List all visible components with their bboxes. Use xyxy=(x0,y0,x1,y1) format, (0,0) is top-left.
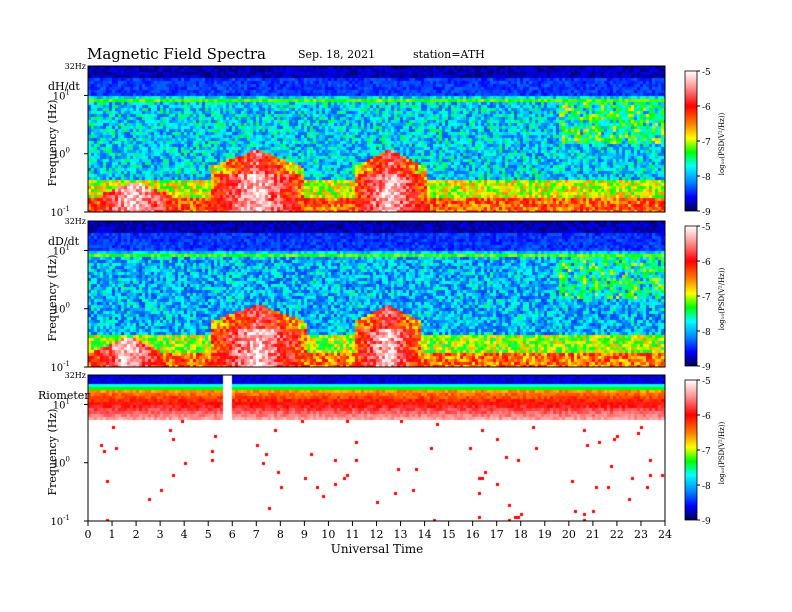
spectrogram-panel-2: 101 100 10-1 32Hz Frequency (Hz) dD/dt -5 -6 -7 -… xyxy=(46,217,726,374)
y-tick-label: 100 xyxy=(53,456,70,470)
colorbar-tick-label: -5 xyxy=(702,223,711,233)
colorbar-tick-label: -8 xyxy=(702,173,711,183)
colorbar-tick-label: -8 xyxy=(702,482,711,492)
y-tick-label: 101 xyxy=(53,88,70,102)
x-tick-label: 9 xyxy=(301,528,308,541)
colorbar-tick-label: -7 xyxy=(702,447,711,457)
x-tick-label: 0 xyxy=(85,528,92,541)
plot-frame xyxy=(87,220,666,368)
x-tick-label: 16 xyxy=(466,528,480,541)
y-tick-label: 100 xyxy=(53,147,70,161)
colorbar xyxy=(684,379,698,521)
figure-title: Magnetic Field Spectra xyxy=(87,45,266,63)
x-tick-label: 11 xyxy=(345,528,359,541)
x-tick-label: 10 xyxy=(321,528,335,541)
x-tick-label: 6 xyxy=(229,528,236,541)
date-label: Sep. 18, 2021 xyxy=(298,48,375,61)
colorbar-label: log₁₀(PSD(V²/Hz)) xyxy=(718,421,726,484)
x-tick-label: 23 xyxy=(634,528,648,541)
colorbar-tick-label: -5 xyxy=(702,68,711,78)
colorbar-tick-label: -7 xyxy=(702,293,711,303)
colorbar xyxy=(684,225,698,367)
colorbar-tick-label: -6 xyxy=(702,103,711,113)
y-tick-label: 100 xyxy=(53,302,70,316)
y-tick-label: 10-1 xyxy=(50,205,70,219)
y-tick-label: 101 xyxy=(53,243,70,257)
y-top-label: 32Hz xyxy=(65,62,86,71)
panel-label: dD/dt xyxy=(48,235,80,248)
spectrogram-panel-3: 101 100 10-1 32Hz Frequency (Hz) Riometer -5 -6… xyxy=(38,371,726,528)
x-tick-label: 17 xyxy=(490,528,504,541)
x-tick-label: 15 xyxy=(442,528,456,541)
y-axis-label: Frequency (Hz) xyxy=(46,100,59,187)
x-tick-label: 13 xyxy=(394,528,408,541)
station-label: station=ATH xyxy=(413,48,485,61)
y-tick-label: 10-1 xyxy=(50,514,70,528)
plot-frame xyxy=(87,65,666,213)
colorbar-tick-label: -5 xyxy=(702,377,711,387)
x-tick-label: 22 xyxy=(610,528,624,541)
x-tick-label: 3 xyxy=(157,528,164,541)
x-tick-label: 19 xyxy=(538,528,552,541)
colorbar-tick-label: -6 xyxy=(702,258,711,268)
spectrogram-image xyxy=(88,375,665,521)
x-tick-label: 5 xyxy=(205,528,212,541)
spectrogram-panel-1: 101 100 10-1 32Hz Frequency (Hz) dH/dt -5 -6 -7 -… xyxy=(46,62,726,219)
x-tick-label: 8 xyxy=(277,528,284,541)
x-tick-label: 21 xyxy=(586,528,600,541)
x-tick-label: 7 xyxy=(253,528,260,541)
x-tick-label: 4 xyxy=(181,528,188,541)
x-tick-label: 1 xyxy=(109,528,116,541)
colorbar-tick-label: -9 xyxy=(702,517,711,527)
x-tick-label: 18 xyxy=(514,528,528,541)
x-tick-label: 14 xyxy=(418,528,432,541)
x-tick-label: 24 xyxy=(658,528,672,541)
colorbar-tick-label: -8 xyxy=(702,328,711,338)
spectrogram-image xyxy=(88,221,665,367)
colorbar-tick-label: -6 xyxy=(702,412,711,422)
panel-label: dH/dt xyxy=(48,80,80,93)
x-tick-label: 20 xyxy=(562,528,576,541)
x-tick-label: 2 xyxy=(133,528,140,541)
colorbar-tick-label: -9 xyxy=(702,208,711,218)
y-top-label: 32Hz xyxy=(65,371,86,380)
colorbar-label: log₁₀(PSD(V²/Hz)) xyxy=(718,112,726,175)
colorbar-tick-label: -7 xyxy=(702,138,711,148)
y-tick-label: 101 xyxy=(53,397,70,411)
panel-label: Riometer xyxy=(38,389,90,402)
x-axis: 0 1 2 3 4 5 6 7 8 9 10 11 12 13 14 15 16 17 18 19 20 21 22 23 24 xyxy=(85,521,672,541)
spectrogram-image xyxy=(88,66,665,212)
y-top-label: 32Hz xyxy=(65,217,86,226)
x-axis-label: Universal Time xyxy=(331,542,424,556)
x-tick-label: 12 xyxy=(370,528,384,541)
colorbar xyxy=(684,70,698,212)
colorbar-label: log₁₀(PSD(V²/Hz)) xyxy=(718,267,726,330)
colorbar-tick-label: -9 xyxy=(702,363,711,373)
y-axis-label: Frequency (Hz) xyxy=(46,409,59,496)
y-tick-label: 10-1 xyxy=(50,360,70,374)
y-axis-label: Frequency (Hz) xyxy=(46,255,59,342)
